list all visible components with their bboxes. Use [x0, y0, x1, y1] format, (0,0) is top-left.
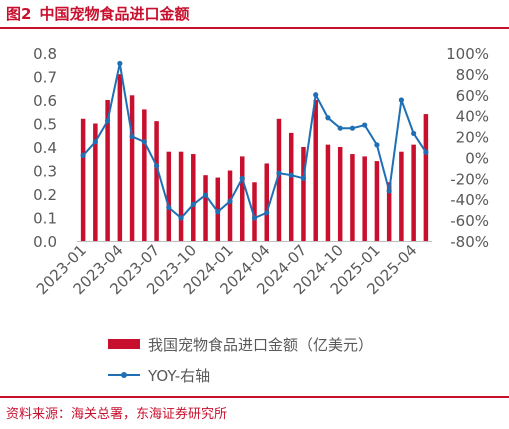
title-rule [0, 27, 509, 29]
right-tick-label: 60% [456, 87, 489, 105]
yoy-point [423, 149, 429, 155]
left-tick-label: 0.6 [33, 92, 57, 110]
bar [227, 170, 233, 241]
bar [325, 144, 331, 241]
right-tick-label: 40% [456, 108, 489, 126]
left-axis: 0.0 0.1 0.2 0.3 0.4 0.5 0.6 0.7 0.8 [33, 45, 57, 251]
bar [411, 144, 416, 241]
bar [399, 151, 404, 241]
yoy-point [117, 60, 123, 67]
yoy-point [190, 201, 196, 208]
source-note: 资料来源：海关总署，东海证券研究所 [6, 407, 228, 422]
right-tick-label: 80% [456, 66, 489, 84]
yoy-point [349, 125, 356, 131]
yoy-point [288, 172, 294, 178]
left-tick-label: 0.3 [33, 163, 57, 181]
figure-title: 图2 中国宠物食品进口金额 [6, 3, 197, 24]
bar [142, 109, 147, 242]
yoy-point [92, 139, 98, 145]
yoy-point [80, 152, 86, 158]
right-tick-label: -20% [450, 170, 489, 188]
legend-line-label: YOY-右轴 [147, 367, 210, 385]
bar [337, 147, 343, 241]
left-tick-label: 0.1 [33, 210, 57, 228]
bar [264, 163, 269, 241]
legend: 我国宠物食品进口金额（亿美元） YOY-右轴 [108, 336, 373, 385]
bar [362, 156, 367, 241]
right-tick-label: 100% [446, 45, 489, 63]
bar [203, 175, 208, 241]
right-tick-label: -80% [450, 233, 489, 251]
bar [129, 95, 135, 241]
yoy-point [166, 204, 172, 211]
bar [313, 100, 318, 241]
bar [154, 121, 159, 241]
yoy-point [239, 175, 245, 181]
bar [105, 100, 110, 241]
yoy-point [141, 139, 147, 145]
left-tick-label: 0.0 [33, 233, 57, 251]
bar [93, 123, 98, 241]
left-tick-label: 0.2 [33, 186, 57, 204]
yoy-point [337, 125, 343, 131]
right-tick-label: 20% [456, 129, 489, 147]
yoy-point [313, 92, 319, 98]
yoy-point [398, 97, 404, 103]
yoy-point [251, 215, 258, 221]
left-tick-label: 0.4 [33, 139, 57, 157]
yoy-point [202, 192, 209, 198]
yoy-point [129, 133, 135, 140]
line-series [80, 60, 429, 221]
bar [423, 114, 429, 241]
bar [80, 118, 86, 241]
yoy-point [386, 188, 392, 194]
bar [178, 151, 184, 241]
yoy-point [325, 115, 331, 121]
x-axis-labels: 2023-012023-042023-072023-102024-012024-… [33, 241, 421, 298]
bar [191, 154, 196, 241]
figure-title-text: 中国宠物食品进口金额 [39, 5, 190, 23]
bar [117, 74, 123, 242]
source-rule [0, 396, 509, 398]
right-tick-label: -40% [450, 191, 489, 209]
yoy-point [178, 215, 184, 221]
bar-series [80, 74, 429, 242]
right-tick-label: 0% [465, 149, 489, 167]
left-tick-label: 0.7 [33, 69, 57, 87]
left-tick-label: 0.5 [33, 116, 57, 134]
yoy-point [411, 130, 417, 137]
yoy-point [276, 170, 282, 176]
yoy-point [105, 118, 111, 124]
legend-line-marker [121, 372, 127, 378]
bar [374, 161, 380, 241]
bar [350, 154, 355, 241]
yoy-point [215, 209, 221, 215]
legend-bar-swatch [108, 339, 140, 349]
chart: 0.0 0.1 0.2 0.3 0.4 0.5 0.6 0.7 0.8 -80% -60% -40%… [33, 45, 489, 385]
yoy-point [227, 198, 233, 204]
bar [240, 156, 245, 241]
bar [252, 182, 257, 241]
bar [166, 151, 172, 241]
left-tick-label: 0.8 [33, 45, 57, 63]
figure-label: 图2 [6, 5, 32, 23]
bar [386, 182, 392, 241]
legend-bar-label: 我国宠物食品进口金额（亿美元） [148, 336, 373, 354]
yoy-point [264, 210, 270, 216]
yoy-point [374, 142, 380, 148]
bar [301, 147, 306, 241]
bar [276, 118, 282, 241]
yoy-point [300, 175, 307, 181]
yoy-point [362, 122, 368, 128]
right-axis: -80% -60% -40% -20% 0% 20% 40% 60% 80% 100% [446, 45, 489, 251]
right-tick-label: -60% [450, 212, 489, 230]
bar [288, 132, 294, 241]
yoy-point [153, 163, 160, 169]
